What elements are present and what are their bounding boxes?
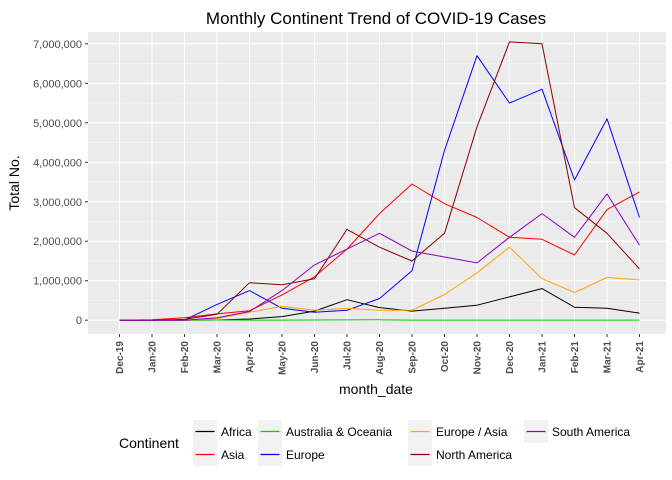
legend-label-europe: Europe (286, 448, 325, 462)
y-tick-label: 4,000,000 (33, 157, 82, 169)
x-tick-label: Oct-20 (440, 341, 451, 373)
y-axis: 0 1,000,000 2,000,000 3,000,000 4,000,000 5,0… (33, 39, 88, 327)
series-line-europe (119, 55, 640, 321)
x-tick-label: Mar-21 (603, 341, 614, 374)
legend-label-europe-asia: Europe / Asia (436, 425, 508, 439)
legend-title: Continent (119, 435, 179, 451)
series-line-south-america (119, 193, 640, 321)
x-tick-label: Jun-20 (310, 341, 321, 374)
x-axis: Dec-19 Jan-20 Feb-20 Mar-20 Apr-20 May-20 Jun-… (115, 334, 646, 375)
x-tick-label: Apr-21 (635, 341, 646, 373)
legend-label-south-america: South America (552, 425, 630, 439)
y-tick-label: 5,000,000 (33, 118, 82, 130)
x-tick-label: Jan-21 (538, 341, 549, 373)
series-line-north-america (119, 41, 640, 321)
plot-panel (88, 32, 666, 334)
y-tick-label: 3,000,000 (33, 197, 82, 209)
y-tick-label: 1,000,000 (33, 276, 82, 288)
x-tick-label: Jul-20 (343, 341, 354, 370)
x-tick-label: Nov-20 (473, 341, 484, 375)
grid-lines (88, 32, 666, 334)
x-tick-label: May-20 (278, 341, 289, 375)
legend-label-australia-oceania: Australia & Oceania (286, 425, 392, 439)
y-tick-label: 0 (76, 315, 82, 327)
x-tick-label: Aug-20 (375, 341, 386, 375)
series-lines (119, 41, 640, 321)
chart-title: Monthly Continent Trend of COVID-19 Case… (206, 9, 546, 28)
x-tick-label: Dec-19 (115, 341, 126, 374)
x-tick-label: Feb-21 (570, 341, 581, 374)
legend: Continent Africa Asia Australia & Oceania E… (119, 420, 630, 466)
legend-label-africa: Africa (221, 425, 252, 439)
x-tick-label: Dec-20 (505, 341, 516, 374)
x-tick-label: Jan-20 (148, 341, 159, 373)
y-tick-label: 2,000,000 (33, 236, 82, 248)
series-line-europe-asia (119, 246, 640, 321)
y-tick-label: 7,000,000 (33, 39, 82, 51)
x-tick-label: Sep-20 (408, 341, 419, 374)
legend-label-north-america: North America (436, 448, 512, 462)
x-tick-label: Feb-20 (180, 341, 191, 374)
series-line-asia (119, 183, 640, 321)
x-axis-title: month_date (339, 381, 413, 397)
y-axis-title: Total No. (6, 155, 22, 210)
x-tick-label: Mar-20 (213, 341, 224, 374)
y-tick-label: 6,000,000 (33, 78, 82, 90)
legend-label-asia: Asia (221, 448, 245, 462)
x-tick-label: Apr-20 (245, 341, 256, 373)
